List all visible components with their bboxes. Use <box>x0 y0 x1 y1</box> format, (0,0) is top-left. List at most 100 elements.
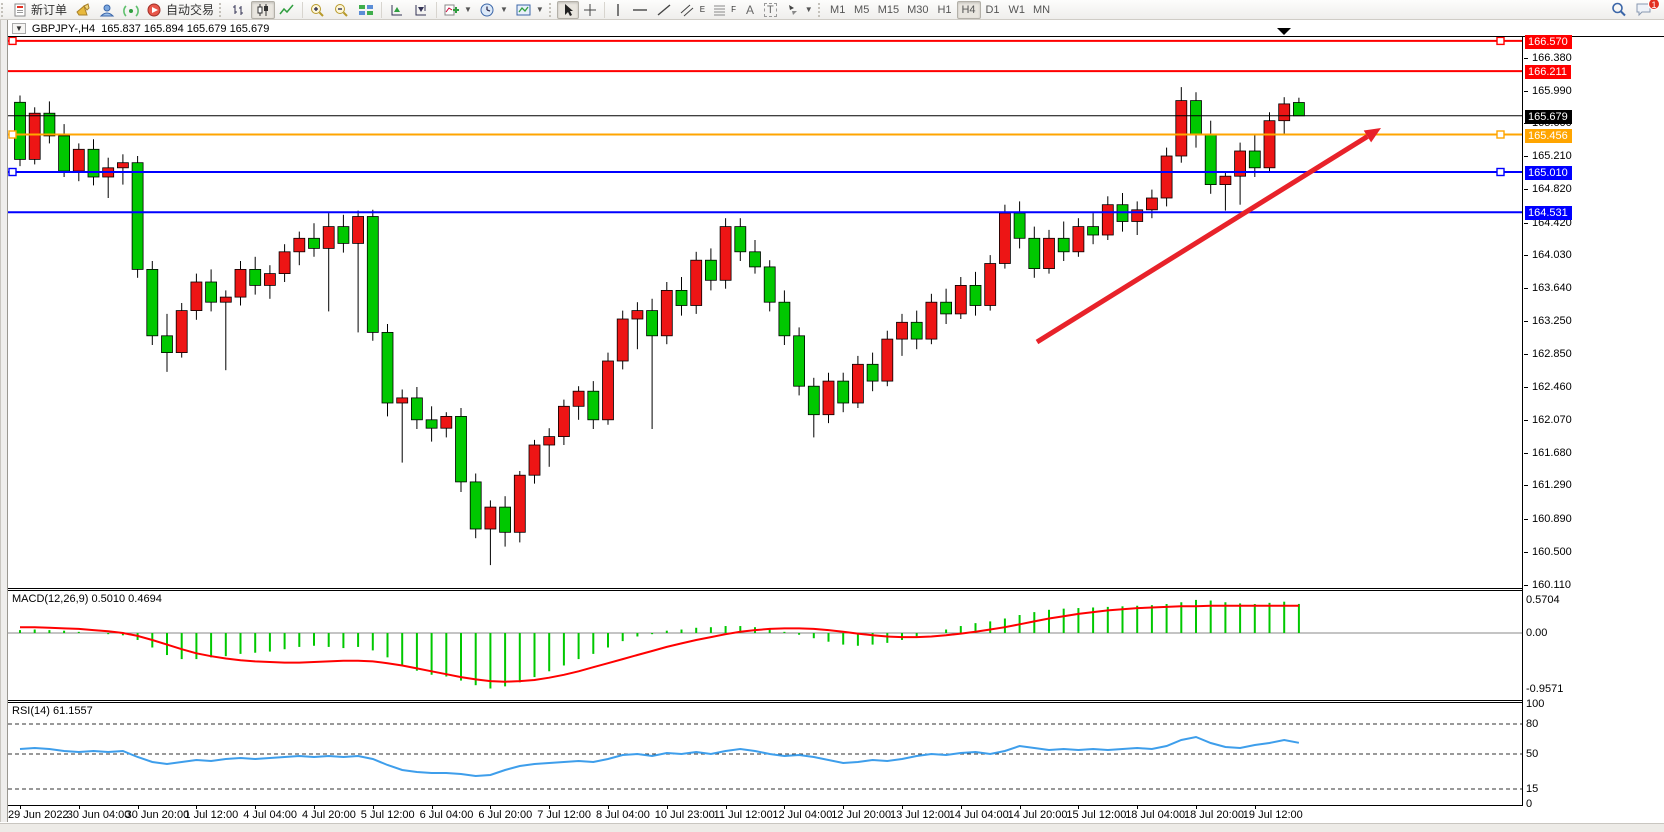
candle-body <box>425 419 438 429</box>
time-label: 30 Jun 04:00 <box>66 809 131 821</box>
price-chart-panel[interactable] <box>8 36 1522 589</box>
timeframe-h4[interactable]: H4 <box>956 0 981 19</box>
candle-body <box>940 301 952 315</box>
trend-arrow-head[interactable] <box>1363 128 1381 143</box>
trend-arrow-line[interactable] <box>1035 134 1369 345</box>
arrange-right-button[interactable] <box>409 1 433 19</box>
cursor-button[interactable] <box>556 0 579 19</box>
candle-body <box>734 226 747 253</box>
line-drag-handle[interactable] <box>8 37 17 46</box>
bar-chart-button[interactable] <box>227 1 251 19</box>
candle-body <box>219 296 232 303</box>
vertical-line-button[interactable] <box>608 1 628 19</box>
macd-panel[interactable]: MACD(12,26,9) 0.5010 0.4694 <box>8 590 1522 701</box>
toolbar-grip[interactable] <box>219 2 226 17</box>
line-drag-handle[interactable] <box>1496 37 1505 46</box>
trendline-icon <box>657 3 671 16</box>
time-axis[interactable]: 29 Jun 2022 30 Jun 04:00 30 Jun 20:00 1 Jul… <box>8 806 1522 823</box>
time-label: 18 Jul 20:00 <box>1184 809 1244 821</box>
timeframe-m5[interactable]: M5 <box>854 3 870 16</box>
price-tick: 160.890 <box>1524 512 1572 526</box>
arrange-left-button[interactable] <box>385 1 409 19</box>
arrows-caret: ▼ <box>804 5 813 14</box>
timeframe-w1[interactable]: W1 <box>1008 3 1026 16</box>
candle-body <box>161 335 173 353</box>
timeframe-m15[interactable]: M15 <box>877 3 900 16</box>
new-indicator-button[interactable]: ▼ <box>440 1 476 19</box>
new-indicator-caret: ▼ <box>464 5 472 14</box>
line-chart-button[interactable] <box>275 1 299 19</box>
time-tick <box>78 806 80 809</box>
search-button[interactable] <box>1607 1 1631 19</box>
candle-body <box>1072 226 1085 253</box>
time-label: 6 Jul 04:00 <box>419 809 474 821</box>
line-drag-handle[interactable] <box>1496 167 1505 177</box>
chat-button[interactable]: 1 <box>1631 0 1660 19</box>
time-label: 5 Jul 12:00 <box>360 809 415 821</box>
candle-body <box>543 436 556 446</box>
time-tick <box>549 806 551 809</box>
candle-body <box>616 318 629 362</box>
time-tick <box>1078 806 1080 809</box>
candle-body <box>469 481 482 530</box>
time-label: 14 Jul 20:00 <box>1007 809 1068 821</box>
zoom-in-button[interactable] <box>306 1 330 19</box>
fibonacci-button[interactable]: F <box>709 1 740 19</box>
rsi-axis-label: 80 <box>1526 718 1539 730</box>
symbol-dropdown-icon[interactable]: ▼ <box>12 23 26 34</box>
macd-signal-line <box>20 604 1299 683</box>
timeframe-m30[interactable]: M30 <box>907 3 929 16</box>
candle-body <box>308 237 320 249</box>
line-drag-handle[interactable] <box>8 130 17 139</box>
toolbar-grip[interactable] <box>1 2 8 17</box>
candle-body <box>396 397 409 404</box>
arrows-icon <box>788 4 797 15</box>
candle-body <box>1101 204 1114 236</box>
crosshair-button[interactable] <box>579 1 601 19</box>
price-tick: 164.030 <box>1524 248 1572 262</box>
periods-button[interactable]: ▼ <box>476 1 512 19</box>
candlestick-chart-button[interactable] <box>251 0 276 19</box>
line-drag-handle[interactable] <box>1496 130 1505 139</box>
cursor-icon <box>564 3 573 16</box>
text-button[interactable]: A <box>740 1 760 19</box>
tile-windows-button[interactable] <box>354 1 378 19</box>
candle-body <box>822 380 835 416</box>
candle-body <box>117 162 129 169</box>
timeframe-d1[interactable]: D1 <box>985 3 1000 16</box>
candle-body <box>190 281 203 312</box>
templates-button[interactable]: ▼ <box>512 1 548 19</box>
candle-body <box>249 268 262 286</box>
text-icon: A <box>746 2 755 17</box>
zoom-out-button[interactable] <box>330 1 354 19</box>
new-order-button[interactable]: 新订单 <box>9 1 71 19</box>
time-tick <box>255 806 257 809</box>
candle-body <box>807 385 820 416</box>
equidistant-channel-button[interactable]: E <box>676 1 709 19</box>
toolbar-grip[interactable] <box>817 2 825 17</box>
rsi-panel[interactable]: RSI(14) 61.1557 <box>8 702 1522 806</box>
timeframe-m1[interactable]: M1 <box>830 3 846 16</box>
announcement-button[interactable] <box>71 1 95 19</box>
account-button[interactable] <box>95 1 119 19</box>
arrows-button[interactable]: ▼ <box>781 1 817 19</box>
text-label-button[interactable]: T <box>760 1 781 19</box>
toolbar-grip[interactable] <box>548 2 556 17</box>
candle-body <box>1160 155 1173 199</box>
candle-body <box>337 226 350 244</box>
candle-body <box>146 268 159 337</box>
timeframe-mn[interactable]: MN <box>1033 3 1051 16</box>
chart-shift-marker[interactable] <box>1277 28 1291 35</box>
line-drag-handle[interactable] <box>8 167 17 177</box>
time-label: 4 Jul 04:00 <box>243 809 298 821</box>
candle-body <box>778 301 791 337</box>
horizontal-line-button[interactable] <box>628 1 652 19</box>
price-axis[interactable]: 166.380165.990165.600165.210164.820164.4… <box>1522 34 1664 810</box>
timeframe-h1[interactable]: H1 <box>937 3 952 16</box>
trendline-button[interactable] <box>652 1 676 19</box>
candle-body <box>278 251 291 275</box>
signal-button[interactable] <box>119 1 143 19</box>
chart-header: ▼ GBPJPY-,H4 165.837 165.894 165.679 165… <box>12 22 269 35</box>
auto-trading-button[interactable]: 自动交易 <box>143 1 218 19</box>
candle-body <box>1028 237 1041 270</box>
